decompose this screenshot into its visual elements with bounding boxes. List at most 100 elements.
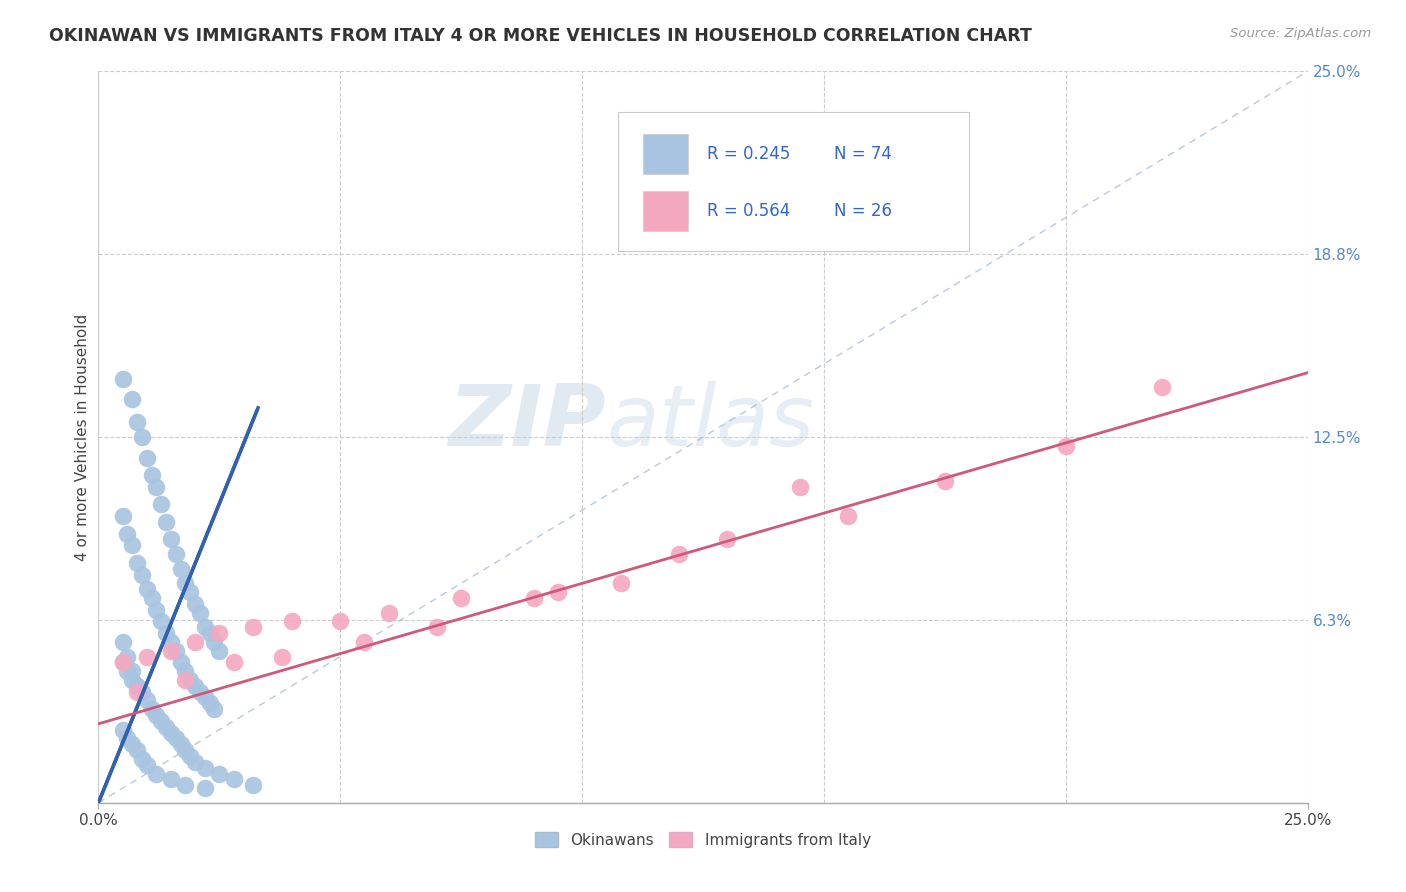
Point [222, 656, 245, 670]
Point [377, 606, 399, 620]
Point [111, 371, 134, 385]
Point [160, 533, 183, 547]
Point [169, 562, 191, 576]
Point [160, 725, 183, 739]
Point [329, 615, 352, 629]
Point [111, 656, 134, 670]
Point [188, 606, 211, 620]
Point [131, 684, 153, 698]
Point [668, 547, 690, 561]
Point [155, 515, 177, 529]
Text: R = 0.564: R = 0.564 [707, 202, 790, 220]
Point [160, 635, 183, 649]
Point [111, 509, 134, 524]
Point [165, 547, 187, 561]
Point [208, 643, 231, 657]
Point [135, 693, 157, 707]
Point [610, 576, 633, 591]
Point [127, 684, 149, 698]
Point [160, 772, 183, 787]
Point [174, 673, 197, 687]
Point [155, 626, 177, 640]
Point [523, 591, 546, 605]
Point [165, 643, 187, 657]
Point [127, 556, 149, 570]
Point [208, 626, 231, 640]
Point [194, 781, 217, 796]
Point [121, 538, 143, 552]
Point [184, 597, 207, 611]
Point [127, 679, 149, 693]
Point [150, 497, 173, 511]
Point [131, 752, 153, 766]
Point [184, 679, 207, 693]
Text: Source: ZipAtlas.com: Source: ZipAtlas.com [1230, 27, 1371, 40]
Bar [643, 191, 689, 231]
Bar [643, 135, 689, 175]
Point [174, 664, 197, 678]
Point [131, 567, 153, 582]
Point [789, 480, 811, 494]
Point [184, 755, 207, 769]
Point [450, 591, 472, 605]
Point [121, 664, 143, 678]
Point [198, 626, 221, 640]
Point [117, 526, 139, 541]
Point [135, 649, 157, 664]
Point [837, 509, 859, 524]
Point [155, 720, 177, 734]
Point [145, 603, 167, 617]
Point [242, 778, 264, 792]
Point [150, 615, 173, 629]
Point [135, 757, 157, 772]
Text: N = 26: N = 26 [834, 202, 891, 220]
Point [547, 585, 569, 599]
Text: atlas: atlas [606, 381, 814, 464]
Point [111, 635, 134, 649]
Point [160, 643, 183, 657]
Point [141, 702, 163, 716]
Point [145, 480, 167, 494]
Point [426, 620, 449, 634]
Point [117, 649, 139, 664]
Point [208, 766, 231, 780]
Point [141, 591, 163, 605]
Point [222, 772, 245, 787]
Point [135, 582, 157, 597]
Point [117, 731, 139, 746]
Point [242, 620, 264, 634]
Point [127, 679, 149, 693]
Point [204, 702, 226, 716]
Point [353, 635, 375, 649]
Point [111, 656, 134, 670]
Point [1054, 439, 1077, 453]
Point [188, 684, 211, 698]
Point [131, 430, 153, 444]
Point [174, 576, 197, 591]
Point [141, 468, 163, 483]
Point [127, 743, 149, 757]
Point [204, 635, 226, 649]
Point [184, 635, 207, 649]
Y-axis label: 4 or more Vehicles in Household: 4 or more Vehicles in Household [75, 313, 90, 561]
Point [121, 737, 143, 751]
Point [179, 673, 201, 687]
Point [127, 416, 149, 430]
Point [934, 474, 956, 488]
Point [174, 778, 197, 792]
Legend: Okinawans, Immigrants from Italy: Okinawans, Immigrants from Italy [529, 825, 877, 854]
Point [179, 749, 201, 764]
Point [194, 620, 217, 634]
Point [174, 743, 197, 757]
Point [145, 708, 167, 723]
Text: OKINAWAN VS IMMIGRANTS FROM ITALY 4 OR MORE VEHICLES IN HOUSEHOLD CORRELATION CH: OKINAWAN VS IMMIGRANTS FROM ITALY 4 OR M… [49, 27, 1032, 45]
Point [271, 649, 294, 664]
FancyBboxPatch shape [619, 112, 969, 251]
Point [169, 656, 191, 670]
Point [111, 723, 134, 737]
Point [198, 696, 221, 710]
Point [716, 533, 738, 547]
Point [1152, 380, 1174, 394]
Point [150, 714, 173, 728]
Point [281, 615, 304, 629]
